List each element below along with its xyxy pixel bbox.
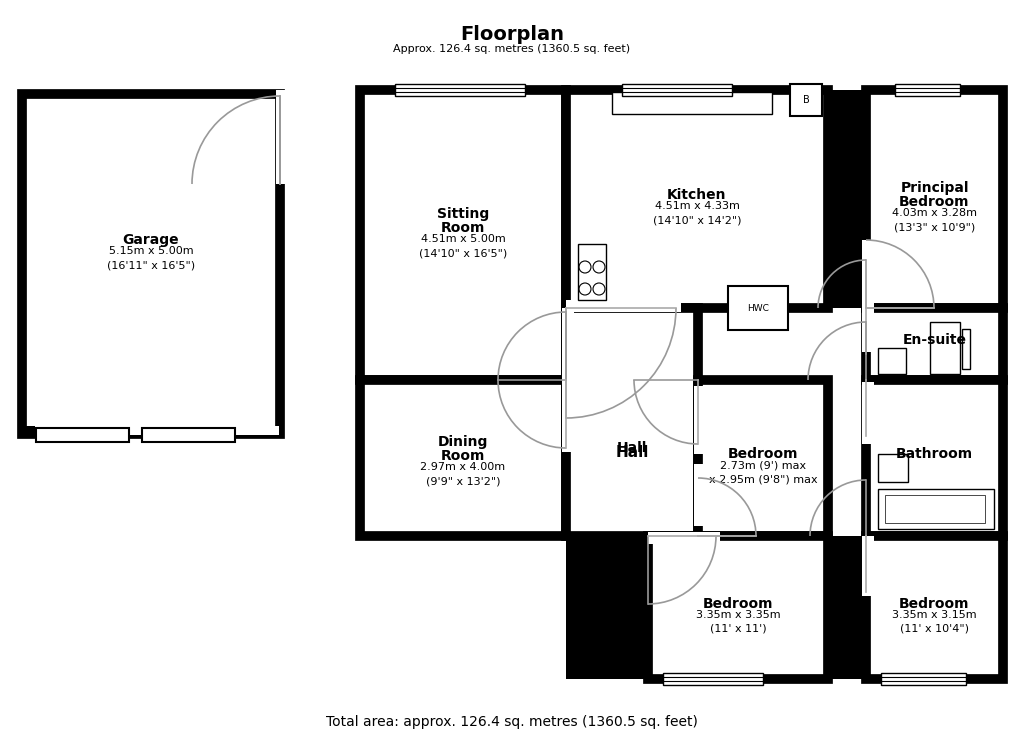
Bar	[828, 90, 866, 308]
Text: En-suite: En-suite	[902, 333, 967, 347]
Bar	[562, 308, 574, 380]
Text: (11' x 10'4"): (11' x 10'4")	[900, 623, 969, 633]
Bar	[612, 92, 772, 114]
Text: Bedroom: Bedroom	[728, 447, 799, 461]
Text: Bedroom: Bedroom	[899, 195, 970, 209]
Bar	[828, 536, 866, 679]
Bar	[694, 386, 706, 454]
Bar	[395, 84, 525, 96]
Bar	[698, 380, 828, 536]
Bar	[881, 673, 966, 685]
Bar	[36, 428, 129, 442]
Text: 3.35m x 3.35m: 3.35m x 3.35m	[695, 609, 780, 620]
Bar	[566, 536, 648, 679]
Text: 4.51m x 4.33m: 4.51m x 4.33m	[654, 201, 739, 211]
Bar	[728, 286, 788, 330]
Bar	[35, 426, 279, 435]
Bar	[866, 308, 1002, 380]
Bar	[142, 428, 234, 442]
Text: Dining: Dining	[438, 435, 488, 449]
Bar	[895, 84, 961, 96]
Text: Total area: approx. 126.4 sq. metres (1360.5 sq. feet): Total area: approx. 126.4 sq. metres (13…	[326, 715, 698, 729]
Bar	[878, 348, 906, 374]
Text: B: B	[803, 95, 809, 105]
Bar	[962, 329, 970, 369]
Text: Floorplan: Floorplan	[460, 25, 564, 43]
Text: Kitchen: Kitchen	[668, 188, 727, 202]
Bar	[866, 90, 1002, 308]
Bar	[648, 532, 720, 544]
Bar	[663, 673, 763, 685]
Bar	[566, 308, 698, 536]
Bar	[862, 300, 874, 352]
Bar	[562, 380, 574, 452]
Bar	[866, 536, 1002, 679]
Text: 2.97m x 4.00m: 2.97m x 4.00m	[421, 462, 506, 472]
Text: Principal: Principal	[900, 181, 969, 195]
Text: HWC: HWC	[748, 304, 769, 312]
Text: 4.51m x 5.00m: 4.51m x 5.00m	[421, 234, 506, 244]
Bar	[866, 380, 1002, 536]
Bar	[22, 426, 35, 438]
Bar	[885, 495, 985, 523]
Bar	[862, 382, 874, 444]
Text: Bedroom: Bedroom	[899, 597, 970, 611]
Bar	[622, 84, 732, 96]
Text: Room: Room	[440, 449, 485, 463]
Text: Approx. 126.4 sq. metres (1360.5 sq. feet): Approx. 126.4 sq. metres (1360.5 sq. fee…	[393, 44, 631, 54]
Bar	[648, 536, 828, 679]
Text: 4.03m x 3.28m: 4.03m x 3.28m	[892, 208, 977, 218]
Bar	[566, 300, 681, 312]
Text: 2.73m (9') max: 2.73m (9') max	[720, 460, 806, 470]
Text: Sitting: Sitting	[437, 207, 489, 221]
Bar	[878, 454, 908, 482]
Text: Bathroom: Bathroom	[896, 447, 973, 461]
Text: (16'11" x 16'5"): (16'11" x 16'5")	[106, 260, 195, 270]
Text: (9'9" x 13'2"): (9'9" x 13'2")	[426, 476, 501, 486]
Text: Hall: Hall	[615, 444, 648, 460]
Bar	[360, 380, 566, 536]
Bar	[276, 90, 288, 184]
Bar	[22, 94, 280, 434]
Bar	[566, 90, 828, 308]
Text: Room: Room	[440, 221, 485, 235]
Text: Garage: Garage	[123, 233, 179, 247]
Text: x 2.95m (9'8") max: x 2.95m (9'8") max	[709, 474, 817, 484]
Text: Hall: Hall	[616, 441, 647, 455]
Bar	[694, 464, 706, 526]
Text: (11' x 11'): (11' x 11')	[710, 623, 766, 633]
Bar	[862, 240, 874, 312]
Text: Bedroom: Bedroom	[702, 597, 773, 611]
Bar	[790, 84, 822, 116]
Text: (13'3" x 10'9"): (13'3" x 10'9")	[894, 222, 975, 232]
Text: (14'10" x 16'5"): (14'10" x 16'5")	[419, 248, 507, 258]
Text: 5.15m x 5.00m: 5.15m x 5.00m	[109, 246, 194, 256]
Bar	[862, 536, 874, 596]
Bar	[578, 244, 606, 300]
Bar	[878, 489, 994, 529]
Text: (14'10" x 14'2"): (14'10" x 14'2")	[652, 215, 741, 225]
Bar	[930, 322, 961, 374]
Bar	[360, 90, 566, 380]
Text: 3.35m x 3.15m: 3.35m x 3.15m	[892, 609, 977, 620]
